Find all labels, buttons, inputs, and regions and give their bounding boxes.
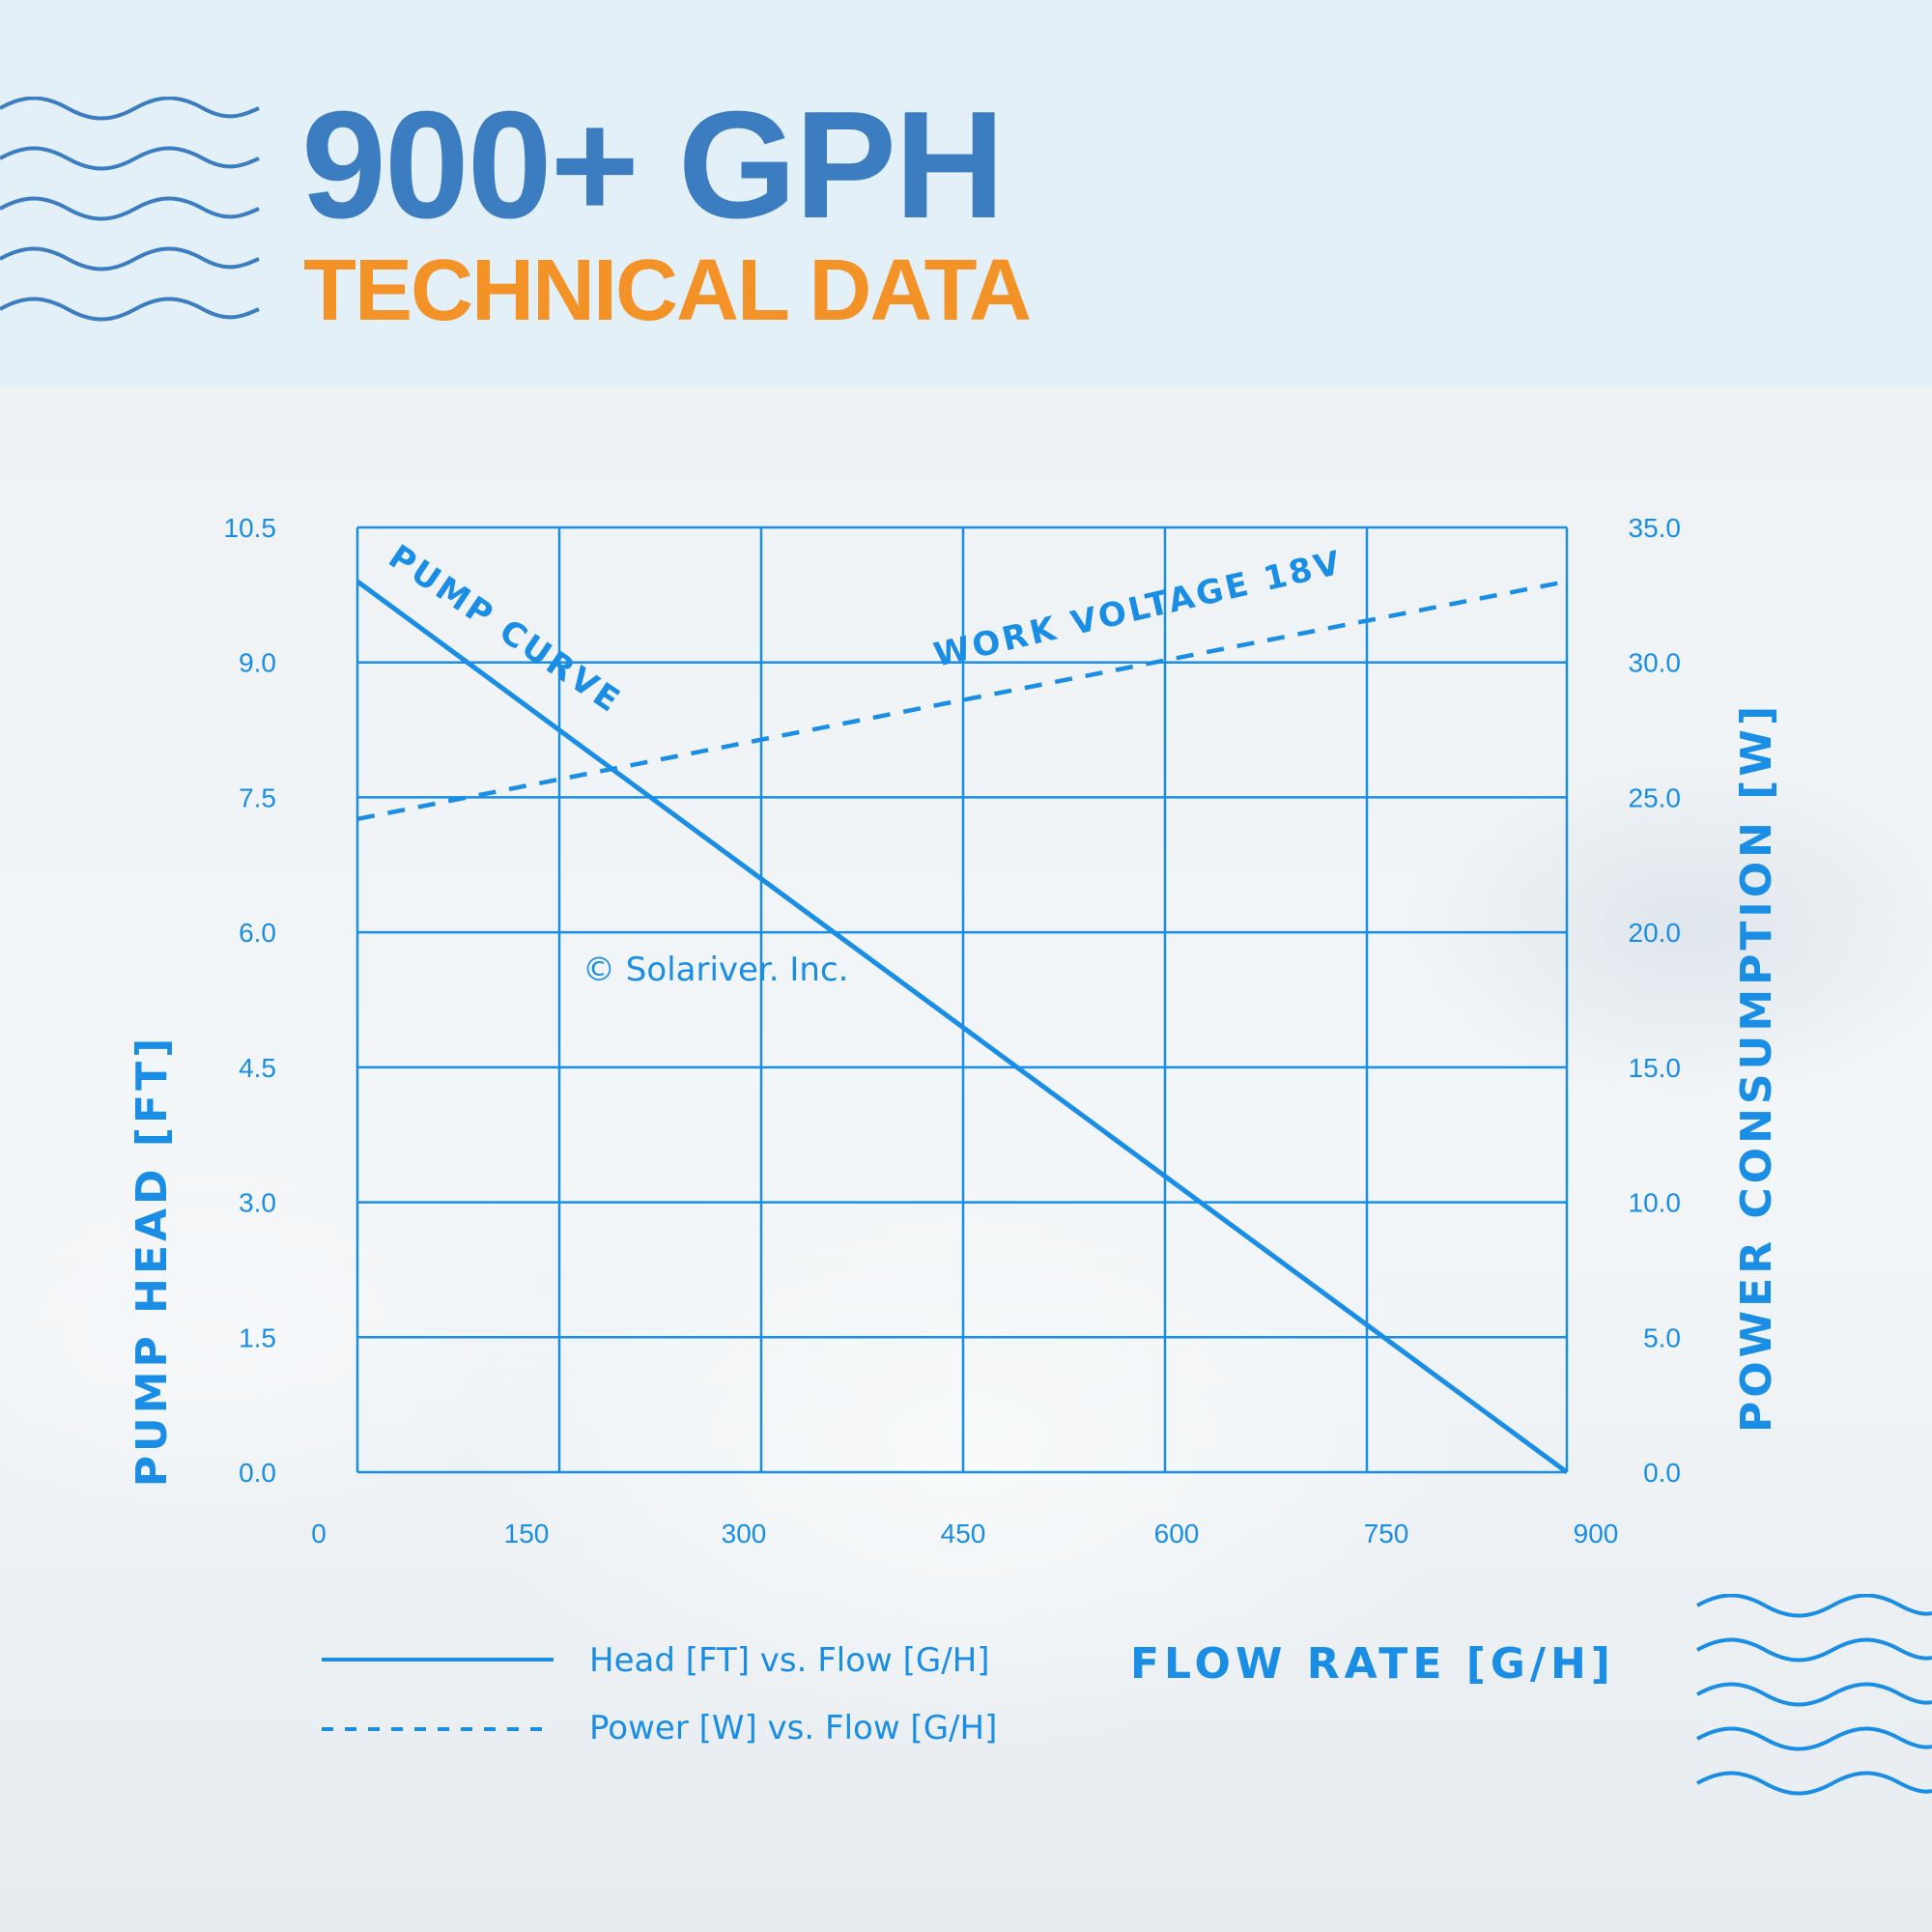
wave-decoration-icon [1696,1594,1932,1796]
x-tick-label: 750 [1364,1519,1409,1548]
wave-decoration-icon [0,97,260,322]
x-axis-title: FLOW RATE [G/H] [1130,1639,1615,1689]
page-subtitle: TECHNICAL DATA [303,242,1032,339]
y2-tick-label: 10.0 [1629,1188,1682,1218]
background-photo [0,386,1932,1932]
y2-tick-label: 30.0 [1629,648,1682,678]
y2-axis-title: POWER CONSUMPTION [W] [1732,702,1781,1433]
y-tick-label: 7.5 [239,782,276,812]
y2-tick-label: 5.0 [1643,1322,1681,1352]
y-tick-label: 9.0 [239,648,276,678]
header-banner: 900+ GPH TECHNICAL DATA [0,0,1932,386]
y-tick-label: 0.0 [239,1458,276,1488]
y2-tick-label: 0.0 [1643,1458,1681,1488]
y2-tick-label: 25.0 [1629,782,1682,812]
x-tick-label: 300 [722,1519,767,1548]
y-tick-label: 3.0 [239,1188,276,1218]
x-tick-label: 600 [1154,1519,1200,1548]
head-series-line [355,579,1569,1475]
y-tick-label: 4.5 [239,1053,276,1083]
y2-tick-label: 20.0 [1629,918,1682,948]
work-voltage-annotation: WORK VOLTAGE 18V [930,543,1347,674]
y2-tick-label: 35.0 [1629,513,1682,543]
y-tick-label: 6.0 [239,918,276,948]
y-tick-label: 1.5 [239,1322,276,1352]
y-axis-title: PUMP HEAD [FT] [128,1035,177,1487]
chart-grid [355,526,1569,1474]
x-tick-label: 900 [1574,1519,1619,1548]
x-tick-label: 150 [504,1519,550,1548]
copyright-watermark: © Solariver. Inc. [582,951,849,989]
page-title: 900+ GPH [301,80,1005,250]
power-series-line [356,579,1568,821]
y2-tick-label: 15.0 [1629,1053,1682,1083]
legend-entry-head: Head [FT] vs. Flow [G/H] [589,1641,990,1680]
legend-entry-power: Power [W] vs. Flow [G/H] [589,1709,997,1747]
x-tick-label: 0 [311,1519,327,1548]
y-tick-label: 10.5 [224,513,277,543]
x-tick-label: 450 [941,1519,986,1548]
